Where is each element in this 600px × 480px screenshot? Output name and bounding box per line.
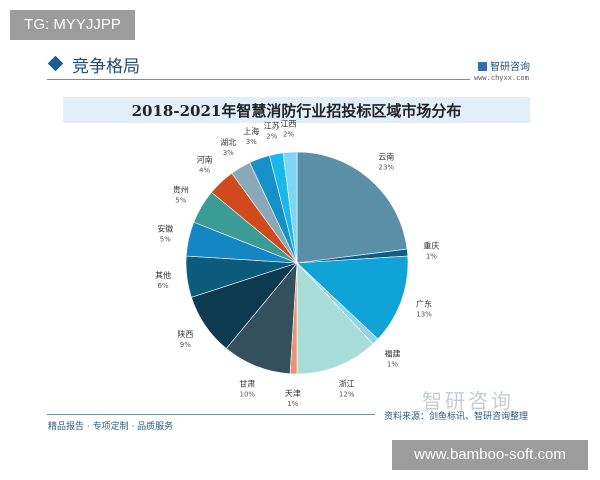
slice-value-label: 2% [266,132,277,140]
slice-label: 河南 [197,155,213,165]
slice-value-label: 10% [240,391,256,399]
slice-label: 江西 [281,119,297,128]
slice-label: 贵州 [173,184,189,194]
watermark: 智研咨询 [422,389,514,413]
footer-divider [47,414,375,415]
pie-slice-2 [296,255,409,340]
slice-value-label: 2% [283,130,294,138]
slice-label: 甘肃 [239,379,255,389]
header-divider [47,79,470,80]
section-heading: 竞争格局 [72,57,140,77]
logo-url: www.chyxx.com [474,74,529,82]
slice-label: 云南 [378,152,394,162]
slice-label: 湖北 [220,138,236,147]
footer-slogan: 精品报告 · 专项定制 · 品质服务 [48,422,174,432]
slice-value-label: 6% [158,282,169,290]
slice-label: 江苏 [264,120,280,130]
source-note: 资料来源：剑鱼标讯、智研咨询整理 [384,412,529,422]
slice-label: 上海 [243,126,259,136]
slice-value-label: 1% [426,252,437,260]
slice-label: 广东 [416,299,432,309]
title-band [63,97,530,123]
overlay-tag: TG: MYYJJPP [10,10,135,40]
slice-label: 安徽 [157,224,173,234]
slice-value-label: 13% [416,311,432,319]
slice-label: 重庆 [423,240,439,250]
slice-label: 天津 [285,388,301,398]
slice-value-label: 3% [223,149,234,157]
slice-value-label: 12% [339,391,355,399]
slice-label: 福建 [384,348,400,358]
overlay-site: www.bamboo-soft.com [392,440,588,470]
chart-title: 2018-2021年智慧消防行业招投标区域市场分布 [131,102,462,120]
slice-value-label: 1% [287,400,298,408]
slice-value-label: 3% [246,138,257,146]
slice-label: 其他 [155,270,171,280]
slice-value-label: 23% [378,164,394,172]
logo-icon [478,62,487,71]
logo-name: 智研咨询 [490,62,530,73]
slice-value-label: 1% [387,360,398,368]
slice-label: 浙江 [339,379,355,389]
slice-value-label: 9% [180,341,191,349]
slice-value-label: 5% [175,196,186,204]
pie-slice-0 [296,151,408,264]
slice-value-label: 5% [160,236,171,244]
slice-label: 陕西 [177,329,193,339]
logo: 智研咨询 [478,58,530,73]
pie-slice-4 [296,262,374,375]
pie-slice-15 [282,151,298,264]
slice-value-label: 4% [199,167,210,175]
